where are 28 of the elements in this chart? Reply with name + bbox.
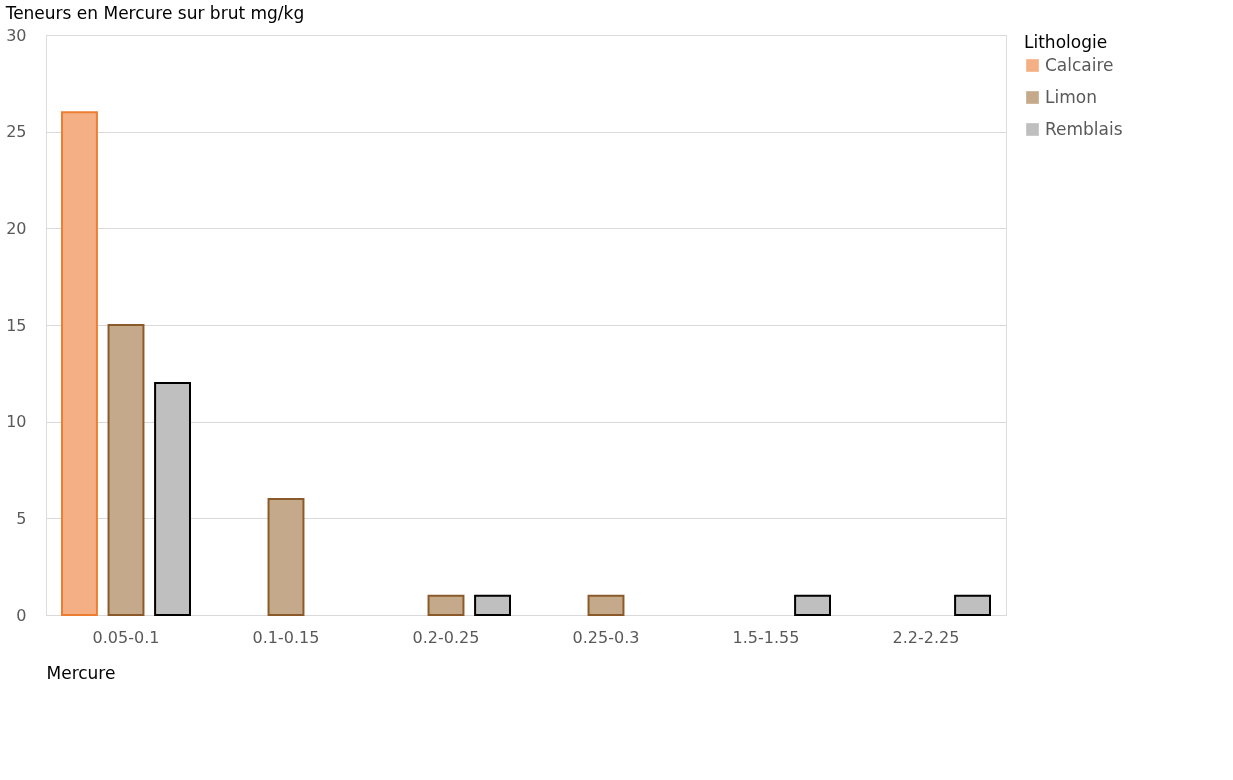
y-tick-label: 25 (6, 122, 27, 142)
x-tick-label: 1.5-1.55 (732, 627, 800, 647)
bar (587, 594, 625, 616)
legend-label: Limon (1045, 86, 1097, 107)
chart-title: Teneurs en Mercure sur brut mg/kg (4, 3, 305, 23)
y-tick-label: 0 (16, 605, 27, 625)
legend-label: Calcaire (1045, 54, 1114, 75)
bar (61, 111, 98, 616)
x-tick-label: 0.1-0.15 (252, 627, 320, 647)
x-tick-label: 2.2-2.25 (892, 627, 960, 647)
x-tick-label: 0.2-0.25 (412, 627, 480, 647)
y-tick-label: 30 (6, 25, 27, 45)
bar (427, 594, 465, 616)
bar (954, 594, 991, 616)
y-tick-label: 20 (6, 218, 27, 238)
x-tick-label: 0.25-0.3 (572, 627, 640, 647)
legend-label: Remblais (1045, 118, 1123, 139)
bar (474, 594, 511, 616)
y-tick-label: 5 (16, 508, 27, 528)
x-tick-label: 0.05-0.1 (92, 627, 160, 647)
bar (794, 594, 831, 616)
bar (267, 498, 305, 616)
legend-title: Lithologie (1024, 32, 1108, 52)
x-axis-title: Mercure (46, 662, 116, 683)
bar (154, 382, 191, 616)
y-tick-label: 10 (6, 412, 27, 432)
y-tick-label: 15 (6, 315, 27, 335)
bar (107, 324, 145, 616)
